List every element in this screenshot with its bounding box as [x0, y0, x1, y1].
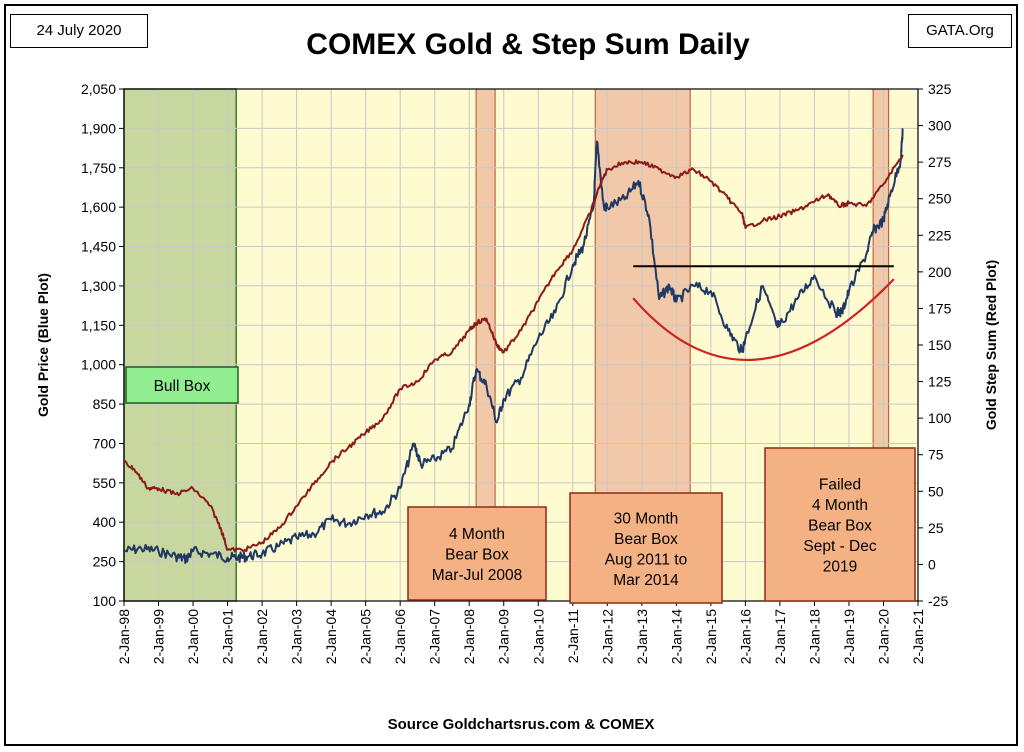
x-tick-label: 2-Jan-02: [254, 609, 270, 664]
right-tick-label: 175: [928, 300, 952, 316]
x-tick-label: 2-Jan-19: [841, 609, 857, 664]
y-axis-title-right: Gold Step Sum (Red Plot): [983, 260, 999, 430]
annotation-box-bear2019: [764, 447, 916, 602]
annotation-text: Mar 2014: [613, 572, 679, 589]
left-tick-label: 1,600: [81, 199, 116, 215]
right-tick-label: 0: [928, 556, 936, 572]
annotation-text: Mar-Jul 2008: [432, 567, 522, 584]
annotation-text: Bear Box: [445, 547, 509, 564]
right-tick-label: 25: [928, 520, 944, 536]
x-tick-label: 2-Jan-15: [703, 609, 719, 664]
x-tick-label: 2-Jan-10: [530, 609, 546, 664]
right-tick-label: 125: [928, 374, 952, 390]
x-tick-label: 2-Jan-04: [323, 609, 339, 664]
annotation-text: Sept - Dec: [803, 538, 876, 555]
left-tick-label: 700: [93, 435, 117, 451]
left-tick-label: 1,150: [81, 317, 116, 333]
right-tick-label: -25: [928, 593, 948, 609]
left-tick-label: 250: [93, 554, 117, 570]
left-tick-label: 2,050: [81, 81, 116, 97]
x-tick-label: 2-Jan-12: [599, 609, 615, 664]
left-tick-label: 850: [93, 396, 117, 412]
left-tick-label: 1,750: [81, 160, 116, 176]
annotation-box-bear2011: [569, 492, 723, 604]
right-tick-label: 275: [928, 154, 952, 170]
annotation-text: 4 Month: [449, 526, 505, 543]
annotation-text: Bull Box: [154, 378, 211, 395]
right-tick-label: 325: [928, 81, 952, 97]
x-tick-label: 2-Jan-05: [358, 609, 374, 664]
right-tick-label: 200: [928, 264, 952, 280]
date-label: 24 July 2020: [10, 14, 148, 48]
x-tick-label: 2-Jan-17: [772, 609, 788, 664]
left-tick-label: 1,900: [81, 120, 116, 136]
left-tick-label: 100: [93, 593, 117, 609]
step-sum-line: [123, 154, 904, 553]
annotation-text: 30 Month: [614, 510, 679, 527]
right-tick-label: 150: [928, 337, 952, 353]
annotation-text: Failed: [819, 477, 861, 494]
support-curve: [632, 278, 895, 362]
x-tick-label: 2-Jan-14: [668, 609, 684, 664]
annotation-box-bear2008: [407, 506, 547, 601]
x-tick-label: 2-Jan-99: [151, 609, 167, 664]
chart-title: COMEX Gold & Step Sum Daily: [306, 28, 750, 61]
site-label: GATA.Org: [908, 14, 1012, 48]
annotation-text: 4 Month: [812, 497, 868, 514]
right-tick-label: 100: [928, 410, 952, 426]
right-tick-label: 50: [928, 483, 944, 499]
left-tick-label: 400: [93, 514, 117, 530]
gold-price-line: [123, 127, 904, 564]
x-tick-label: 2-Jan-00: [185, 609, 201, 664]
x-tick-label: 2-Jan-07: [427, 609, 443, 664]
annotation-text: Bear Box: [808, 518, 872, 535]
right-tick-label: 225: [928, 227, 952, 243]
shaded-region-0: [123, 88, 237, 602]
source-note: Source Goldchartsrus.com & COMEX: [387, 716, 655, 733]
right-tick-label: 250: [928, 191, 952, 207]
x-tick-label: 2-Jan-16: [737, 609, 753, 664]
x-tick-label: 2-Jan-20: [875, 609, 891, 664]
right-tick-label: 300: [928, 118, 952, 134]
x-tick-label: 2-Jan-09: [496, 609, 512, 664]
left-tick-label: 550: [93, 475, 117, 491]
x-tick-label: 2-Jan-01: [220, 609, 236, 664]
annotation-text: 2019: [823, 559, 857, 576]
left-tick-label: 1,300: [81, 278, 116, 294]
annotation-text: Bear Box: [614, 531, 678, 548]
x-tick-label: 2-Jan-98: [116, 609, 132, 664]
x-tick-label: 2-Jan-18: [806, 609, 822, 664]
x-tick-label: 2-Jan-06: [392, 609, 408, 664]
x-tick-label: 2-Jan-08: [461, 609, 477, 664]
x-tick-label: 2-Jan-13: [634, 609, 650, 664]
x-tick-label: 2-Jan-21: [910, 609, 926, 664]
x-tick-label: 2-Jan-03: [289, 609, 305, 664]
left-tick-label: 1,450: [81, 239, 116, 255]
left-tick-label: 1,000: [81, 357, 116, 373]
right-tick-label: 75: [928, 447, 944, 463]
annotation-box-bull: [125, 366, 239, 404]
x-tick-label: 2-Jan-11: [565, 609, 581, 663]
annotation-text: Aug 2011 to: [605, 551, 687, 568]
y-axis-title-left: Gold Price (Blue Plot): [35, 273, 51, 417]
